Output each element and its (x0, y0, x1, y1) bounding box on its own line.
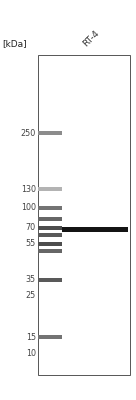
Bar (38, 335, 62, 339)
Text: 10: 10 (26, 348, 36, 358)
Text: 15: 15 (26, 332, 36, 342)
Text: 130: 130 (21, 184, 36, 194)
Bar (38, 206, 62, 210)
Text: 100: 100 (21, 204, 36, 212)
Bar (38, 55, 130, 375)
Text: 35: 35 (26, 276, 36, 284)
Bar (38, 187, 62, 191)
Bar (38, 249, 62, 253)
Bar (38, 131, 62, 135)
Bar (38, 233, 62, 237)
Text: 70: 70 (26, 224, 36, 232)
Text: [kDa]: [kDa] (2, 39, 27, 48)
Bar (38, 217, 62, 221)
Bar (62, 226, 128, 232)
Bar (38, 278, 62, 282)
Text: 55: 55 (26, 240, 36, 248)
Text: 25: 25 (26, 292, 36, 300)
Bar (38, 226, 62, 230)
Text: 250: 250 (21, 128, 36, 138)
Bar (38, 242, 62, 246)
Text: RT-4: RT-4 (81, 29, 101, 49)
